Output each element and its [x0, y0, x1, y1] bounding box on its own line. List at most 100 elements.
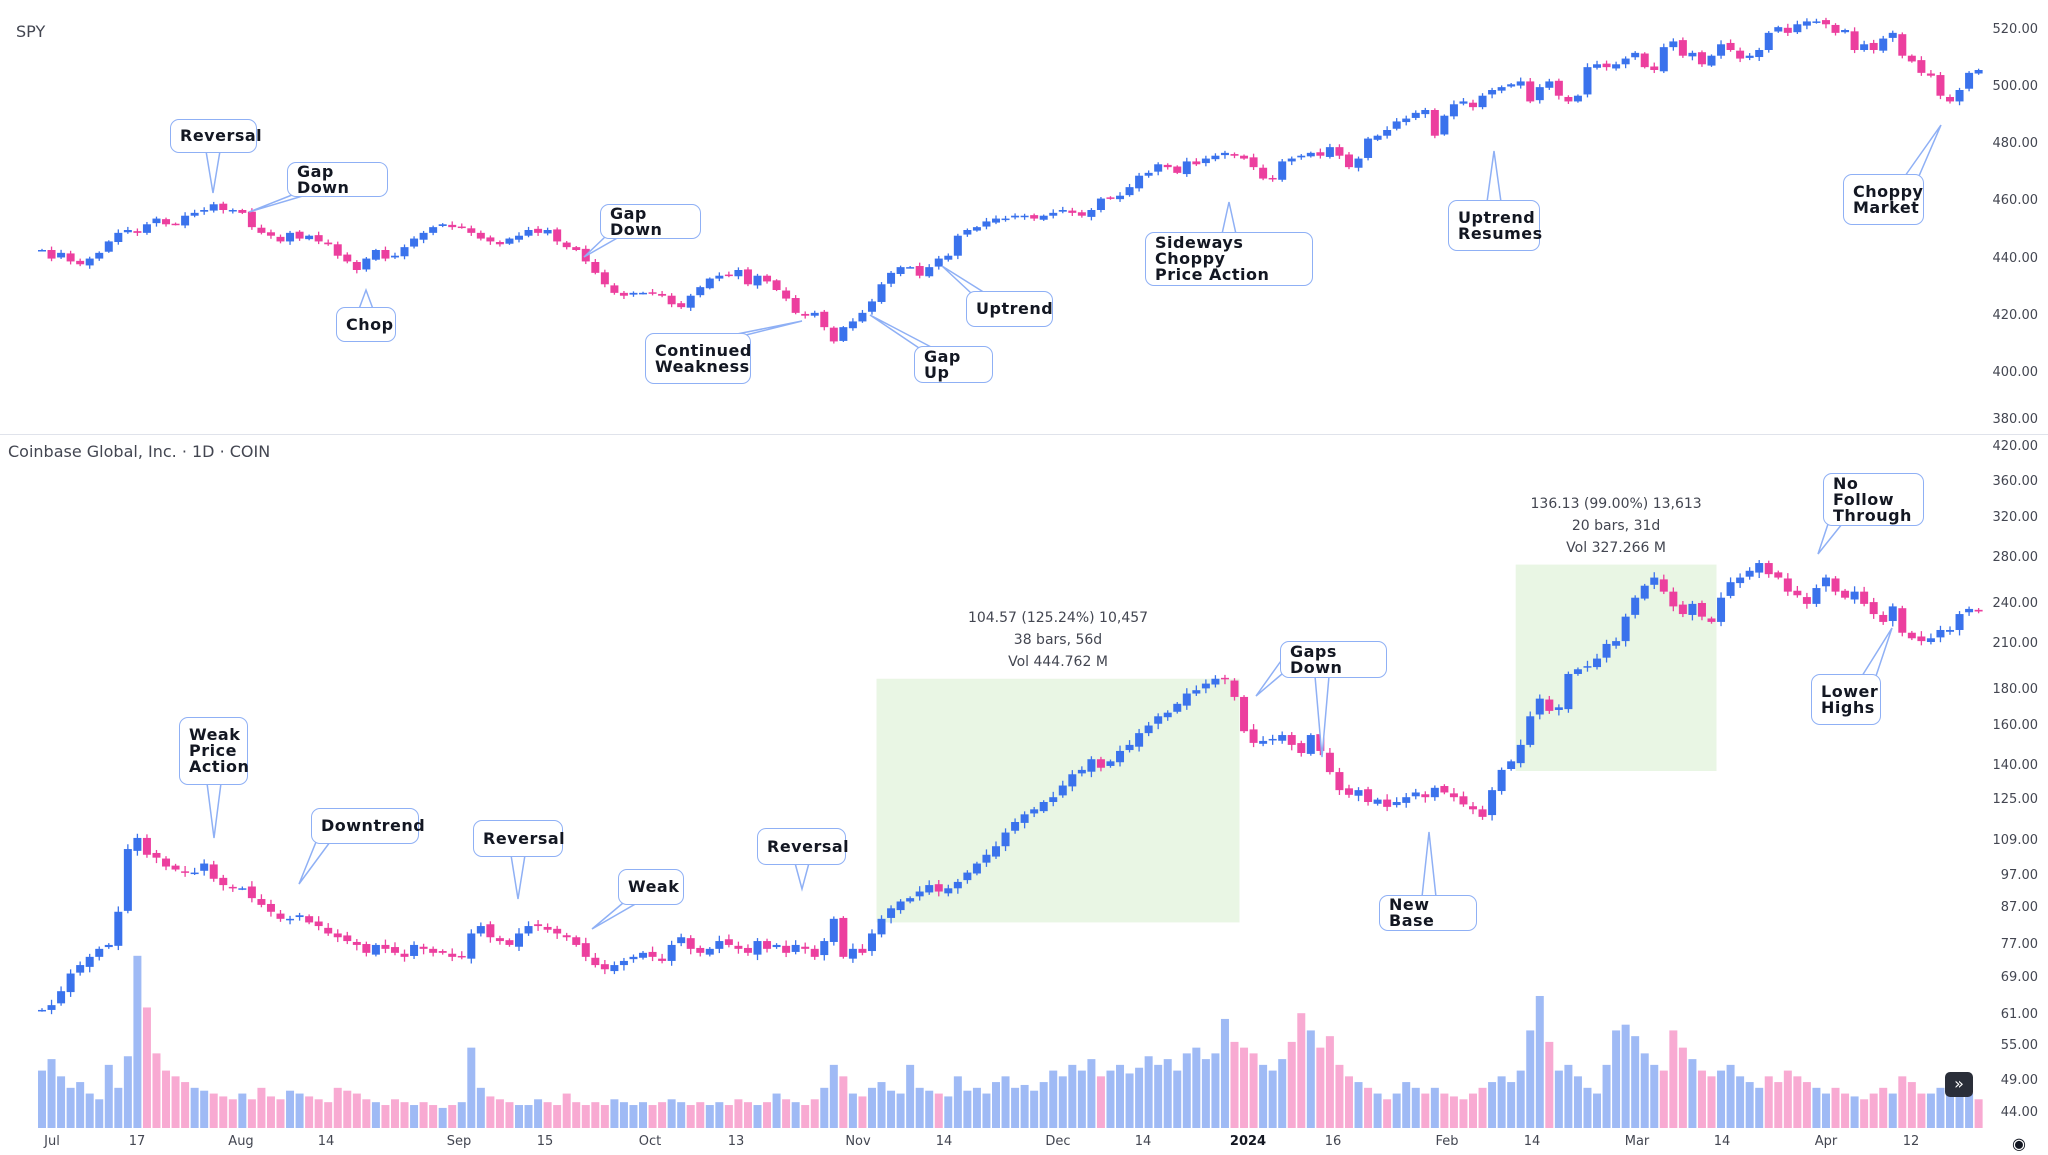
candle-body	[1344, 154, 1353, 168]
spy-candle	[95, 251, 104, 261]
volume-bar	[133, 955, 142, 1128]
volume-bar	[619, 1102, 628, 1128]
candle-body	[209, 204, 218, 211]
candle-body	[1669, 41, 1678, 48]
annotation-callout[interactable]: No Follow Through	[1823, 473, 1924, 526]
volume-bar	[76, 1082, 85, 1128]
measure-range-box[interactable]	[876, 678, 1240, 923]
candle-body	[1678, 40, 1687, 56]
candle-body	[1135, 733, 1144, 747]
candle-body	[1726, 42, 1735, 50]
annotation-callout[interactable]: Choppy Market	[1843, 174, 1924, 225]
annotation-callout[interactable]: Gap Down	[600, 204, 701, 239]
candle-body	[247, 886, 256, 899]
spy-candle	[47, 246, 56, 262]
spy-candle	[1163, 163, 1172, 170]
coin-candle	[1478, 805, 1487, 820]
time-axis-label: Nov	[845, 1134, 871, 1149]
annotation-callout[interactable]: Weak Price Action	[179, 717, 249, 785]
candle-body	[1182, 693, 1191, 706]
coin-candle	[1488, 787, 1497, 821]
measure-range-box[interactable]	[1515, 564, 1717, 771]
candle-body	[266, 903, 275, 912]
coin-candle	[438, 949, 447, 955]
spy-candle	[915, 262, 924, 279]
volume-bar	[1220, 1018, 1229, 1128]
coin-candle	[1583, 660, 1592, 672]
candle-body	[1077, 769, 1086, 774]
candle-body	[286, 918, 295, 921]
candle-body	[1564, 96, 1573, 102]
spy-candle	[600, 269, 609, 288]
scroll-to-realtime-button[interactable]: »	[1945, 1072, 1973, 1097]
candle-body	[104, 944, 113, 948]
volume-bar	[1297, 1013, 1306, 1128]
spy-candle	[677, 301, 686, 309]
spy-candle	[1612, 61, 1621, 71]
volume-bar	[114, 1087, 123, 1128]
candle-body	[1545, 81, 1554, 88]
spy-candle	[133, 228, 142, 236]
candle-body	[572, 247, 581, 250]
candle-body	[1593, 64, 1602, 68]
candle-body	[1049, 797, 1058, 802]
candle-body	[1526, 716, 1535, 745]
eye-icon[interactable]: ◉	[2012, 1134, 2026, 1153]
candle-body	[1669, 591, 1678, 607]
candle-body	[1926, 638, 1935, 643]
coin-candle	[429, 946, 438, 957]
spy-candle	[705, 277, 714, 290]
candle-body	[1659, 579, 1668, 592]
volume-bar	[343, 1090, 352, 1128]
candle-body	[1688, 603, 1697, 615]
annotation-callout[interactable]: Continued Weakness	[645, 333, 751, 384]
candle-body	[1230, 154, 1239, 156]
annotation-callout[interactable]: Reversal	[757, 828, 849, 865]
candle-body	[1602, 63, 1611, 68]
annotation-callout[interactable]: New Base	[1379, 895, 1477, 931]
candle-body	[1516, 81, 1525, 86]
candle-body	[1383, 130, 1392, 136]
annotation-callout[interactable]: Downtrend	[311, 808, 425, 844]
spy-candle	[1364, 136, 1373, 161]
pane-separator[interactable]	[0, 434, 2048, 435]
spy-candle	[1564, 95, 1573, 104]
candle-body	[276, 236, 285, 242]
annotation-callout[interactable]: Reversal	[170, 119, 262, 153]
spy-candle	[1411, 110, 1420, 121]
spy-candle	[639, 291, 648, 295]
candle-body	[1411, 792, 1420, 797]
coin-candle	[934, 880, 943, 897]
coin-candle	[219, 874, 228, 891]
annotation-callout[interactable]: Weak	[618, 869, 684, 905]
coin-candle	[1965, 606, 1974, 616]
spy-candle	[1707, 54, 1716, 67]
spy-candle	[1583, 63, 1592, 98]
annotation-callout[interactable]: Gaps Down	[1280, 641, 1387, 678]
coin-candle	[524, 921, 533, 936]
candle-body	[1602, 643, 1611, 658]
candle-body	[1774, 27, 1783, 32]
volume-bar	[324, 1102, 333, 1128]
candle-body	[1573, 669, 1582, 674]
candle-body	[906, 267, 915, 269]
annotation-callout[interactable]: Gap Down	[287, 162, 388, 197]
annotation-callout[interactable]: Uptrend Resumes	[1448, 200, 1542, 251]
spy-candle	[572, 246, 581, 252]
annotation-callout[interactable]: Reversal	[473, 820, 565, 857]
candle-body	[190, 212, 199, 216]
annotation-callout[interactable]: Chop	[336, 307, 396, 342]
annotation-callout[interactable]: Gap Up	[914, 346, 993, 383]
candle-body	[171, 865, 180, 870]
time-axis-label: Jul	[44, 1134, 60, 1149]
volume-bar	[1240, 1047, 1249, 1128]
volume-bar	[200, 1090, 209, 1128]
annotation-callout[interactable]: Sideways Choppy Price Action	[1145, 232, 1313, 286]
coin-candle	[1526, 711, 1535, 748]
spy-candle	[1888, 30, 1897, 42]
annotation-callout[interactable]: Uptrend	[966, 291, 1053, 327]
coin-candle	[705, 947, 714, 957]
annotation-callout[interactable]: Lower Highs	[1811, 674, 1881, 725]
candle-body	[944, 255, 953, 260]
